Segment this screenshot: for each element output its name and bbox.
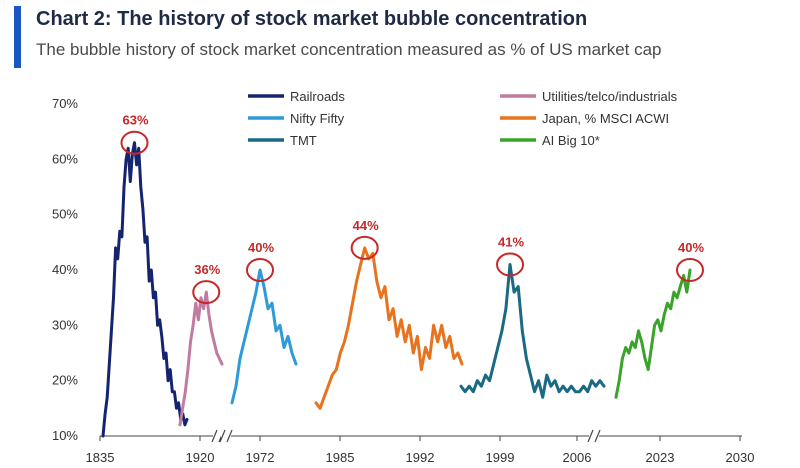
axis-break-mark — [587, 429, 594, 443]
y-tick-label: 40% — [52, 262, 78, 277]
y-tick-label: 30% — [52, 317, 78, 332]
x-tick-label: 1920 — [186, 450, 215, 465]
y-tick-label: 10% — [52, 428, 78, 443]
legend-label: AI Big 10* — [542, 133, 600, 148]
x-tick-label: 1835 — [86, 450, 115, 465]
series-line — [178, 290, 224, 427]
x-tick-label: 2023 — [646, 450, 675, 465]
x-tick-label: 2030 — [726, 450, 755, 465]
series-line — [101, 141, 189, 438]
legend-label: Nifty Fifty — [290, 111, 345, 126]
axis-break-mark — [594, 429, 601, 443]
peak-circle — [496, 252, 525, 277]
axis-break-gap — [213, 430, 223, 442]
peak-label: 41% — [498, 234, 524, 249]
axis-break-gap — [589, 430, 599, 442]
peak-circle — [120, 130, 149, 155]
y-tick-label: 60% — [52, 151, 78, 166]
series-line — [459, 263, 606, 399]
peak-circle — [350, 235, 379, 260]
series-line — [230, 268, 298, 405]
x-tick-label: 1999 — [486, 450, 515, 465]
x-tick-label: 1985 — [326, 450, 355, 465]
axis-break-mark — [211, 429, 218, 443]
series-line — [614, 268, 692, 399]
y-tick-label: 20% — [52, 373, 78, 388]
axis-break-mark — [226, 429, 233, 443]
legend-label: TMT — [290, 133, 317, 148]
peak-label: 36% — [194, 262, 220, 277]
y-tick-label: 50% — [52, 207, 78, 222]
chart-title: Chart 2: The history of stock market bub… — [36, 8, 588, 30]
peak-circle — [192, 280, 221, 305]
legend-label: Railroads — [290, 89, 345, 104]
peak-label: 63% — [122, 113, 148, 128]
title-accent-bar — [14, 6, 21, 68]
x-tick-label: 1992 — [406, 450, 435, 465]
peak-label: 40% — [678, 240, 704, 255]
x-tick-label: 2006 — [563, 450, 592, 465]
axis-break-gap — [221, 430, 231, 442]
peak-circle — [246, 258, 274, 282]
chart-subtitle: The bubble history of stock market conce… — [36, 40, 662, 59]
legend-label: Japan, % MSCI ACWI — [542, 111, 669, 126]
peak-label: 44% — [353, 218, 379, 233]
y-tick-label: 70% — [52, 96, 78, 111]
series-line — [314, 246, 464, 410]
x-tick-label: 1972 — [246, 450, 275, 465]
legend-label: Utilities/telco/industrials — [542, 89, 678, 104]
peak-circle — [676, 258, 704, 282]
peak-label: 40% — [248, 240, 274, 255]
axis-break-mark — [219, 429, 226, 443]
